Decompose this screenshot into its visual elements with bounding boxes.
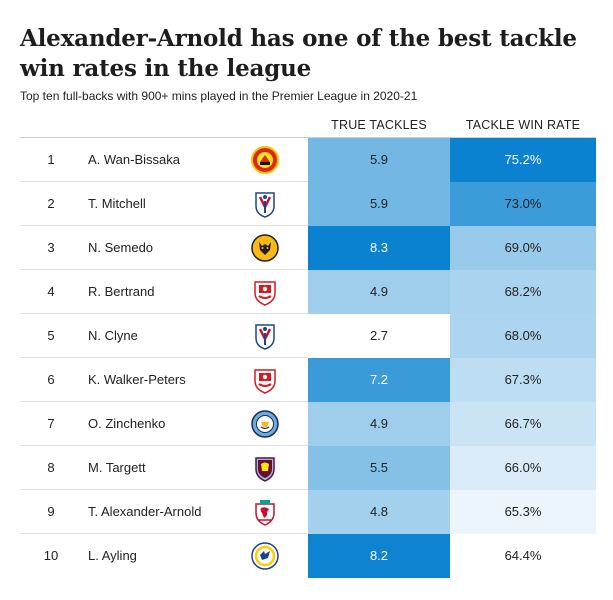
southampton-crest-icon: [251, 366, 279, 394]
crystal-palace-crest-icon: [251, 322, 279, 350]
true-tackles-cell: 2.7: [308, 314, 450, 358]
tackle-win-rate-cell: 66.0%: [450, 446, 596, 490]
player-name: R. Bertrand: [88, 284, 155, 299]
tackle-win-rate-cell: 73.0%: [450, 182, 596, 226]
leeds-united-crest-icon: [251, 542, 279, 570]
true-tackles-cell: 4.9: [308, 402, 450, 446]
player-name: K. Walker-Peters: [88, 372, 186, 387]
liverpool-crest-icon: [251, 498, 279, 526]
chart-subtitle: Top ten full-backs with 900+ mins played…: [20, 89, 418, 103]
manchester-city-crest-icon: [251, 410, 279, 438]
tackle-win-rate-cell: 69.0%: [450, 226, 596, 270]
true-tackles-cell: 4.9: [308, 270, 450, 314]
table-row: 10 L. Ayling 8.2 64.4%: [20, 534, 596, 578]
table-row: 2 T. Mitchell 5.9 73.0%: [20, 182, 596, 226]
chart-title: Alexander-Arnold has one of the best tac…: [20, 25, 577, 82]
player-name: A. Wan-Bissaka: [88, 152, 180, 167]
table-row: 6 K. Walker-Peters 7.2 67.3%: [20, 358, 596, 402]
true-tackles-cell: 8.2: [308, 534, 450, 578]
player-name: O. Zinchenko: [88, 416, 166, 431]
tackle-win-rate-cell: 68.0%: [450, 314, 596, 358]
true-tackles-cell: 7.2: [308, 358, 450, 402]
table-row: 9 T. Alexander-Arnold 4.8 65.3%: [20, 490, 596, 534]
rank-label: 7: [47, 416, 55, 431]
aston-villa-crest-icon: [251, 454, 279, 482]
rank-label: 9: [47, 504, 55, 519]
true-tackles-cell: 4.8: [308, 490, 450, 534]
rank-label: 3: [47, 240, 55, 255]
column-header-true-tackles: TRUE TACKLES: [331, 118, 427, 132]
true-tackles-cell: 8.3: [308, 226, 450, 270]
tackle-win-rate-cell: 64.4%: [450, 534, 596, 578]
column-header-tackle-win-rate: TACKLE WIN RATE: [465, 118, 581, 132]
tackle-win-rate-cell: 75.2%: [450, 138, 596, 182]
crystal-palace-crest-icon: [251, 190, 279, 218]
tackle-win-rate-cell: 68.2%: [450, 270, 596, 314]
player-name: N. Semedo: [88, 240, 154, 255]
player-name: M. Targett: [88, 460, 146, 475]
player-name: N. Clyne: [88, 328, 138, 343]
rank-label: 2: [47, 196, 55, 211]
southampton-crest-icon: [251, 278, 279, 306]
rank-label: 4: [47, 284, 55, 299]
table-row: 8 M. Targett 5.5 66.0%: [20, 446, 596, 490]
rank-label: 8: [47, 460, 55, 475]
header-divider: [20, 137, 596, 138]
true-tackles-cell: 5.5: [308, 446, 450, 490]
rank-label: 5: [47, 328, 55, 343]
table-row: 5 N. Clyne 2.7 68.0%: [20, 314, 596, 358]
data-table: 1 A. Wan-Bissaka 5.9 75.2% 2 T. Mitchell 5.9 73…: [20, 138, 596, 578]
tackle-win-rate-cell: 67.3%: [450, 358, 596, 402]
rank-label: 6: [47, 372, 55, 387]
player-name: T. Alexander-Arnold: [88, 504, 202, 519]
table-row: 1 A. Wan-Bissaka 5.9 75.2%: [20, 138, 596, 182]
table-row: 4 R. Bertrand 4.9 68.2%: [20, 270, 596, 314]
true-tackles-cell: 5.9: [308, 182, 450, 226]
tackle-win-rate-cell: 65.3%: [450, 490, 596, 534]
table-row: 7 O. Zinchenko 4.9 66.7%: [20, 402, 596, 446]
wolves-crest-icon: [251, 234, 279, 262]
rank-label: 1: [47, 152, 55, 167]
tackle-win-rate-cell: 66.7%: [450, 402, 596, 446]
player-name: T. Mitchell: [88, 196, 146, 211]
rank-label: 10: [43, 548, 59, 563]
table-row: 3 N. Semedo 8.3 69.0%: [20, 226, 596, 270]
true-tackles-cell: 5.9: [308, 138, 450, 182]
player-name: L. Ayling: [88, 548, 137, 563]
manchester-united-crest-icon: [251, 146, 279, 174]
